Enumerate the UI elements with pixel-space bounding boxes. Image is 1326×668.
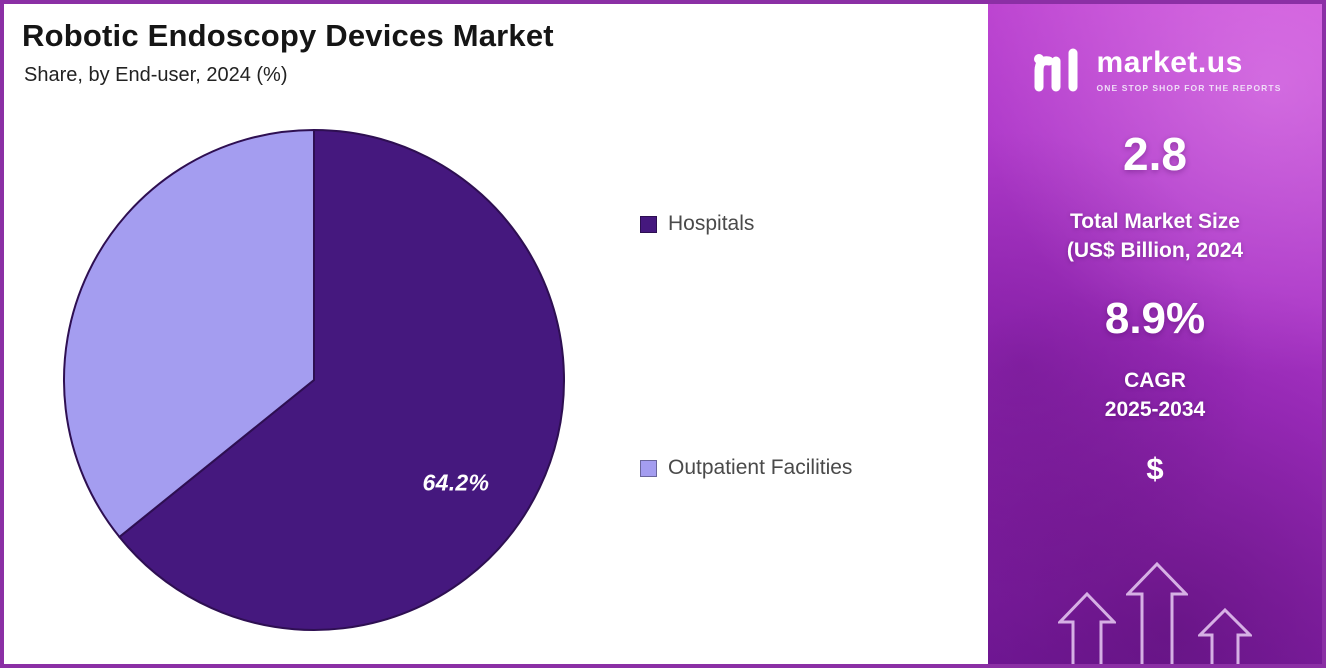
legend-item-outpatient-facilities: Outpatient Facilities xyxy=(640,456,852,480)
pie-slice-data-label: 64.2% xyxy=(422,469,490,496)
promo-panel: market.us ONE STOP SHOP FOR THE REPORTS … xyxy=(988,4,1322,664)
pie-chart: 64.2% xyxy=(56,122,572,638)
chart-legend: Hospitals Outpatient Facilities xyxy=(640,4,970,664)
page-subtitle: Share, by End-user, 2024 (%) xyxy=(24,64,288,86)
growth-arrow-icon xyxy=(1058,592,1116,664)
legend-item-hospitals: Hospitals xyxy=(640,212,754,236)
chart-area: Robotic Endoscopy Devices Market Share, … xyxy=(4,4,988,664)
legend-swatch-hospitals xyxy=(640,215,657,233)
brand-tagline: ONE STOP SHOP FOR THE REPORTS xyxy=(1096,83,1282,93)
legend-swatch-outpatient-facilities xyxy=(640,459,657,477)
brand-name: market.us xyxy=(1096,46,1243,79)
market-size-label-line2: (US$ Billion, 2024 xyxy=(1066,239,1244,263)
market-size-label-line1: Total Market Size xyxy=(1069,210,1240,233)
cagr-label-line2: 2025-2034 xyxy=(1104,398,1206,422)
legend-label-hospitals: Hospitals xyxy=(668,212,755,235)
growth-arrow-icon xyxy=(1198,608,1252,664)
cagr-value: 8.9% xyxy=(1104,293,1206,343)
page-title: Robotic Endoscopy Devices Market xyxy=(22,18,554,53)
brand-logo: market.us ONE STOP SHOP FOR THE REPORTS xyxy=(1029,46,1282,93)
pie-chart-svg xyxy=(63,128,565,631)
growth-arrows xyxy=(1058,562,1252,664)
market-size-value: 2.8 xyxy=(1123,128,1187,180)
growth-arrow-icon xyxy=(1126,562,1188,664)
cagr-label: CAGR 2025-2034 xyxy=(1105,366,1205,425)
brand-text-block: market.us ONE STOP SHOP FOR THE REPORTS xyxy=(1097,46,1282,93)
legend-label-outpatient-facilities: Outpatient Facilities xyxy=(668,456,853,479)
cagr-label-line1: CAGR xyxy=(1124,368,1186,392)
market-us-logo-icon xyxy=(1033,48,1078,91)
market-size-label: Total Market Size (US$ Billion, 2024 xyxy=(1067,207,1243,266)
dollar-symbol: $ xyxy=(1146,450,1164,486)
